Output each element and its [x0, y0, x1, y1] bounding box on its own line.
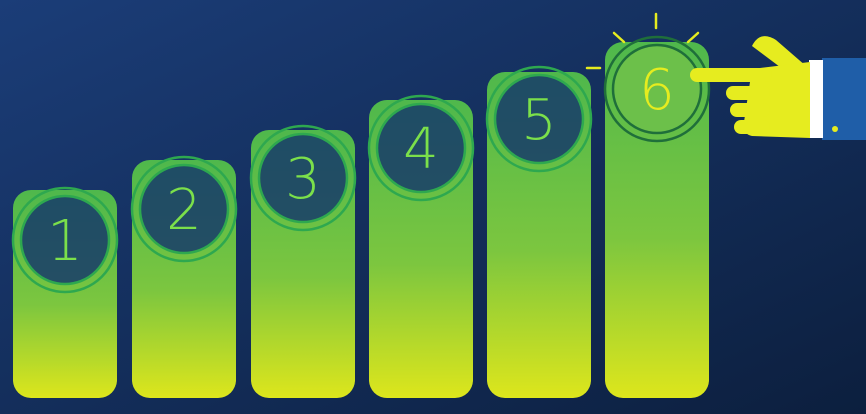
step-circle-outer — [249, 124, 357, 232]
pointing-hand-icon — [690, 36, 866, 140]
step-1: 1 — [11, 186, 119, 398]
step-circle-outer — [603, 35, 711, 143]
step-bar — [605, 42, 709, 398]
step-number: 4 — [403, 117, 439, 182]
step-circle-outer — [130, 155, 238, 263]
step-number: 3 — [285, 147, 321, 212]
step-number: 2 — [166, 178, 202, 243]
step-circle-inner — [19, 194, 111, 286]
sleeve — [822, 58, 866, 140]
step-3: 3 — [249, 124, 357, 398]
cuff — [809, 60, 823, 138]
step-number: 1 — [47, 209, 83, 274]
step-circle-outer — [11, 186, 119, 294]
step-circle-inner — [257, 132, 349, 224]
step-number: 5 — [521, 88, 557, 153]
highlight-rays — [585, 12, 700, 70]
step-6: 6 — [603, 35, 711, 398]
step-5: 5 — [485, 65, 593, 398]
step-circle-inner — [375, 102, 467, 194]
step-circle-outer — [485, 65, 593, 173]
step-number: 6 — [639, 58, 675, 123]
step-4: 4 — [367, 94, 475, 398]
step-2: 2 — [130, 155, 238, 398]
step-circle-inner — [138, 163, 230, 255]
bars-layer: 1 2 3 4 5 6 — [11, 35, 711, 398]
step-circle-inner — [493, 73, 585, 165]
step-circle-inner — [611, 43, 703, 135]
step-circle-outer — [367, 94, 475, 202]
